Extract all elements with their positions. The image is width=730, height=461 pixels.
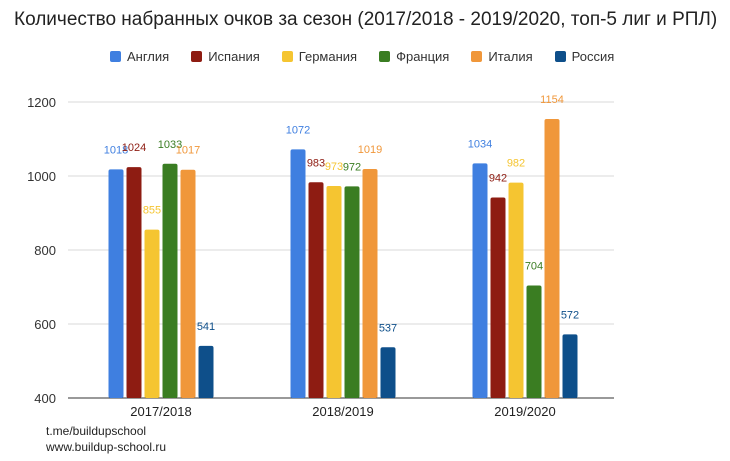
bar bbox=[472, 163, 488, 398]
legend-swatch bbox=[379, 51, 391, 62]
legend-swatch bbox=[191, 51, 203, 62]
bar bbox=[198, 345, 214, 398]
legend-swatch bbox=[554, 51, 566, 62]
data-label: 973 bbox=[325, 161, 343, 173]
chart-title: Количество набранных очков за сезон (201… bbox=[14, 9, 718, 30]
bar bbox=[344, 186, 360, 398]
legend-label: Россия bbox=[571, 49, 615, 64]
data-label: 1018 bbox=[104, 144, 128, 156]
legend-label: Германия bbox=[298, 49, 358, 64]
bar bbox=[126, 167, 142, 398]
footer-website-link[interactable]: www.buildup-school.ru bbox=[46, 440, 167, 454]
legend-item: Англия bbox=[110, 49, 169, 64]
legend-swatch bbox=[471, 51, 483, 62]
legend-swatch bbox=[281, 51, 293, 62]
data-label: 1017 bbox=[176, 145, 200, 157]
bar bbox=[380, 347, 396, 398]
bar bbox=[162, 163, 178, 398]
legend-item: Франция bbox=[379, 49, 449, 64]
y-tick-label: 600 bbox=[34, 317, 56, 332]
bar bbox=[362, 168, 378, 398]
bar bbox=[508, 182, 524, 398]
legend-item: Италия bbox=[471, 49, 533, 64]
data-label: 1033 bbox=[158, 139, 182, 151]
bar bbox=[326, 185, 342, 398]
data-label: 541 bbox=[197, 321, 215, 333]
data-label: 982 bbox=[507, 158, 525, 170]
footer: t.me/buildupschool www.buildup-school.ru bbox=[46, 423, 166, 455]
x-tick-label: 2019/2020 bbox=[494, 404, 555, 419]
x-tick-label: 2017/2018 bbox=[130, 404, 191, 419]
legend-label: Италия bbox=[488, 49, 533, 64]
data-label: 1034 bbox=[468, 138, 492, 150]
legend-label: Англия bbox=[127, 49, 170, 64]
data-label: 1024 bbox=[122, 142, 146, 154]
y-tick-label: 1000 bbox=[27, 169, 56, 184]
data-label: 572 bbox=[561, 309, 579, 321]
x-tick-label: 2018/2019 bbox=[312, 404, 373, 419]
bar bbox=[562, 334, 578, 398]
chart-legend: Англия Испания Германия Франция Италия Россия bbox=[110, 49, 614, 64]
legend-label: Франция bbox=[396, 49, 450, 64]
legend-item: Россия bbox=[554, 49, 615, 64]
data-label: 537 bbox=[379, 322, 397, 334]
bar bbox=[108, 169, 124, 398]
data-label: 1072 bbox=[286, 124, 310, 136]
data-label: 1019 bbox=[358, 144, 382, 156]
legend-item: Германия bbox=[281, 49, 358, 64]
bar bbox=[180, 169, 196, 398]
footer-telegram-link[interactable]: t.me/buildupschool bbox=[46, 424, 147, 438]
data-label: 942 bbox=[489, 172, 507, 184]
y-tick-label: 800 bbox=[34, 243, 56, 258]
legend-swatch bbox=[110, 51, 121, 62]
bar bbox=[308, 182, 324, 398]
bar bbox=[526, 285, 542, 398]
bar bbox=[290, 149, 306, 398]
bar bbox=[144, 229, 160, 398]
y-tick-label: 1200 bbox=[27, 95, 56, 110]
legend-label: Испания bbox=[208, 49, 260, 64]
legend-item: Испания bbox=[191, 49, 260, 64]
data-label: 983 bbox=[307, 157, 325, 169]
data-label: 1154 bbox=[540, 94, 564, 106]
data-label: 972 bbox=[343, 161, 361, 173]
data-label: 855 bbox=[143, 205, 161, 217]
data-label: 704 bbox=[525, 261, 543, 273]
bar bbox=[544, 119, 560, 399]
y-tick-label: 400 bbox=[34, 391, 56, 406]
bar bbox=[490, 197, 506, 398]
